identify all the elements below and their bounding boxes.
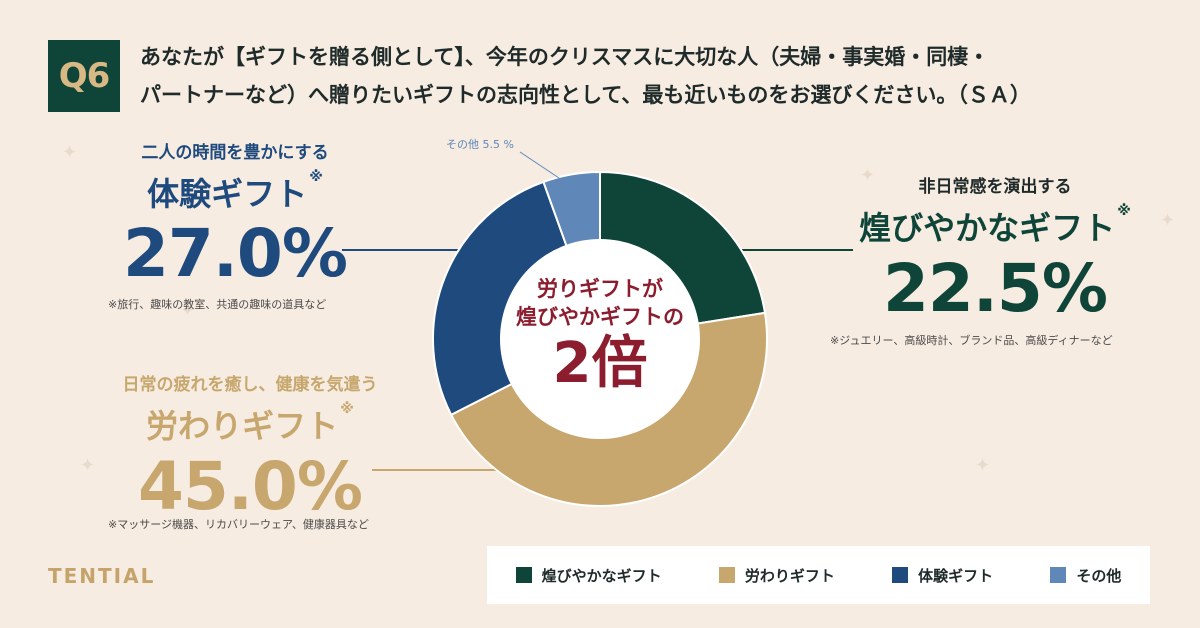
experience-note-mark: ※ xyxy=(309,169,323,185)
center-line-3: 2倍 xyxy=(552,331,648,396)
legend-swatch xyxy=(718,567,735,583)
legend-item-other: その他 xyxy=(1050,565,1121,586)
comfort-callout: 日常の疲れを癒し、健康を気遣う 労わりギフト ※ 45.0% xyxy=(100,370,400,527)
center-line-1: 労りギフトが xyxy=(537,277,663,301)
glam-value: 22.5% xyxy=(883,250,1108,327)
comfort-heading: 労わりギフト ※ xyxy=(100,401,400,447)
glam-leader-line xyxy=(735,249,853,251)
sparkle-decoration: ✦ xyxy=(975,455,991,476)
sparkle-decoration: ✦ xyxy=(180,300,196,321)
question-line-1: あなたが【ギフトを贈る側として】、今年のクリスマスに大切な人（夫婦・事実婚・同棲… xyxy=(140,45,990,69)
brand-logo: TENTIAL xyxy=(48,564,156,588)
glam-callout: 非日常感を演出する 煌びやかなギフト ※ 22.5% xyxy=(845,172,1145,329)
other-leader-line xyxy=(519,151,563,181)
question-text: あなたが【ギフトを贈る側として】、今年のクリスマスに大切な人（夫婦・事実婚・同棲… xyxy=(140,38,1150,114)
question-line-2: パートナーなど）へ贈りたいギフトの志向性として、最も近いものをお選びください。（… xyxy=(140,83,1031,107)
legend-item-comfort: 労わりギフト xyxy=(718,565,835,586)
comfort-kicker: 日常の疲れを癒し、健康を気遣う xyxy=(122,375,378,395)
comfort-note: ※マッサージ機器、リカバリーウェア、健康器具など xyxy=(108,518,369,531)
comfort-value: 45.0% xyxy=(138,448,363,525)
center-line-2: 煌びやかギフトの xyxy=(516,305,684,329)
legend-swatch xyxy=(515,567,532,583)
other-label: その他 5.5 % xyxy=(446,138,514,151)
legend-label: 体験ギフト xyxy=(918,566,994,585)
legend-label: その他 xyxy=(1076,566,1122,585)
comfort-leader-line xyxy=(372,469,522,471)
comfort-note-mark: ※ xyxy=(340,401,354,417)
legend-label: 労わりギフト xyxy=(744,566,835,585)
legend-item-experience: 体験ギフト xyxy=(892,565,993,586)
legend-swatch xyxy=(892,567,909,583)
legend-label: 煌びやかなギフト xyxy=(541,566,662,585)
experience-name: 体験ギフト xyxy=(147,175,308,213)
sparkle-decoration: ✦ xyxy=(62,142,78,163)
glam-note-mark: ※ xyxy=(1117,203,1131,219)
comfort-name: 労わりギフト xyxy=(146,407,339,445)
glam-kicker: 非日常感を演出する xyxy=(918,177,1072,197)
chart-legend: 煌びやかなギフト 労わりギフト 体験ギフト その他 xyxy=(487,546,1150,604)
center-callout: 労りギフトが 煌びやかギフトの 2倍 xyxy=(500,275,700,397)
sparkle-decoration: ✦ xyxy=(1160,210,1176,231)
glam-note: ※ジュエリー、高級時計、ブランド品、高級ディナーなど xyxy=(830,334,1113,347)
experience-leader-line xyxy=(342,249,462,251)
legend-swatch xyxy=(1050,567,1067,583)
sparkle-decoration: ✦ xyxy=(80,455,96,476)
experience-callout: 二人の時間を豊かにする 体験ギフト ※ 27.0% xyxy=(115,138,355,293)
sparkle-decoration: ✦ xyxy=(860,165,876,186)
experience-kicker: 二人の時間を豊かにする xyxy=(141,143,329,163)
experience-value: 27.0% xyxy=(123,215,348,292)
question-badge: Q6 xyxy=(48,40,120,112)
experience-note: ※旅行、趣味の教室、共通の趣味の道具など xyxy=(108,298,327,311)
glam-name: 煌びやかなギフト xyxy=(859,209,1116,247)
experience-heading: 体験ギフト ※ xyxy=(115,169,355,215)
legend-item-glam: 煌びやかなギフト xyxy=(515,565,662,586)
glam-heading: 煌びやかなギフト ※ xyxy=(845,203,1145,249)
